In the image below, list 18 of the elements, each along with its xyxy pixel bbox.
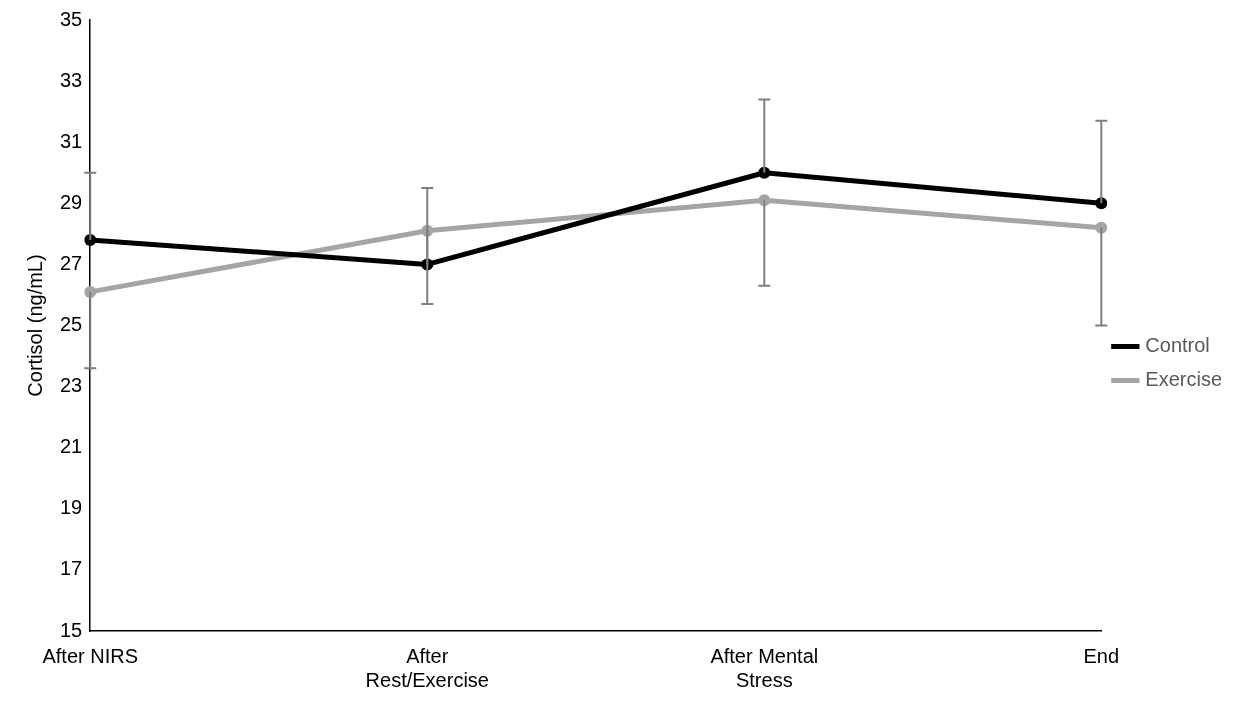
legend-label: Exercise xyxy=(1145,368,1223,391)
y-tick-label: 27 xyxy=(60,251,83,274)
y-tick-label: 29 xyxy=(60,190,83,213)
y-axis-title: Cortisol (ng/mL) xyxy=(23,254,46,397)
y-tick-label: 25 xyxy=(60,313,83,336)
y-tick-label: 19 xyxy=(60,496,83,519)
y-tick-label: 35 xyxy=(60,7,83,30)
x-tick-label: After NIRS xyxy=(42,644,139,667)
y-tick-label: 31 xyxy=(60,129,83,152)
legend-label: Control xyxy=(1145,334,1210,357)
x-tick-label: After Mental Stress xyxy=(710,644,819,691)
y-tick-label: 23 xyxy=(60,374,83,397)
y-tick-label: 21 xyxy=(60,435,83,458)
y-tick-label: 15 xyxy=(60,618,83,641)
x-tick-label: After Rest/Exercise xyxy=(365,644,489,691)
x-tick-label: End xyxy=(1083,644,1120,667)
y-tick-label: 33 xyxy=(60,68,83,91)
y-tick-label: 17 xyxy=(60,557,83,580)
